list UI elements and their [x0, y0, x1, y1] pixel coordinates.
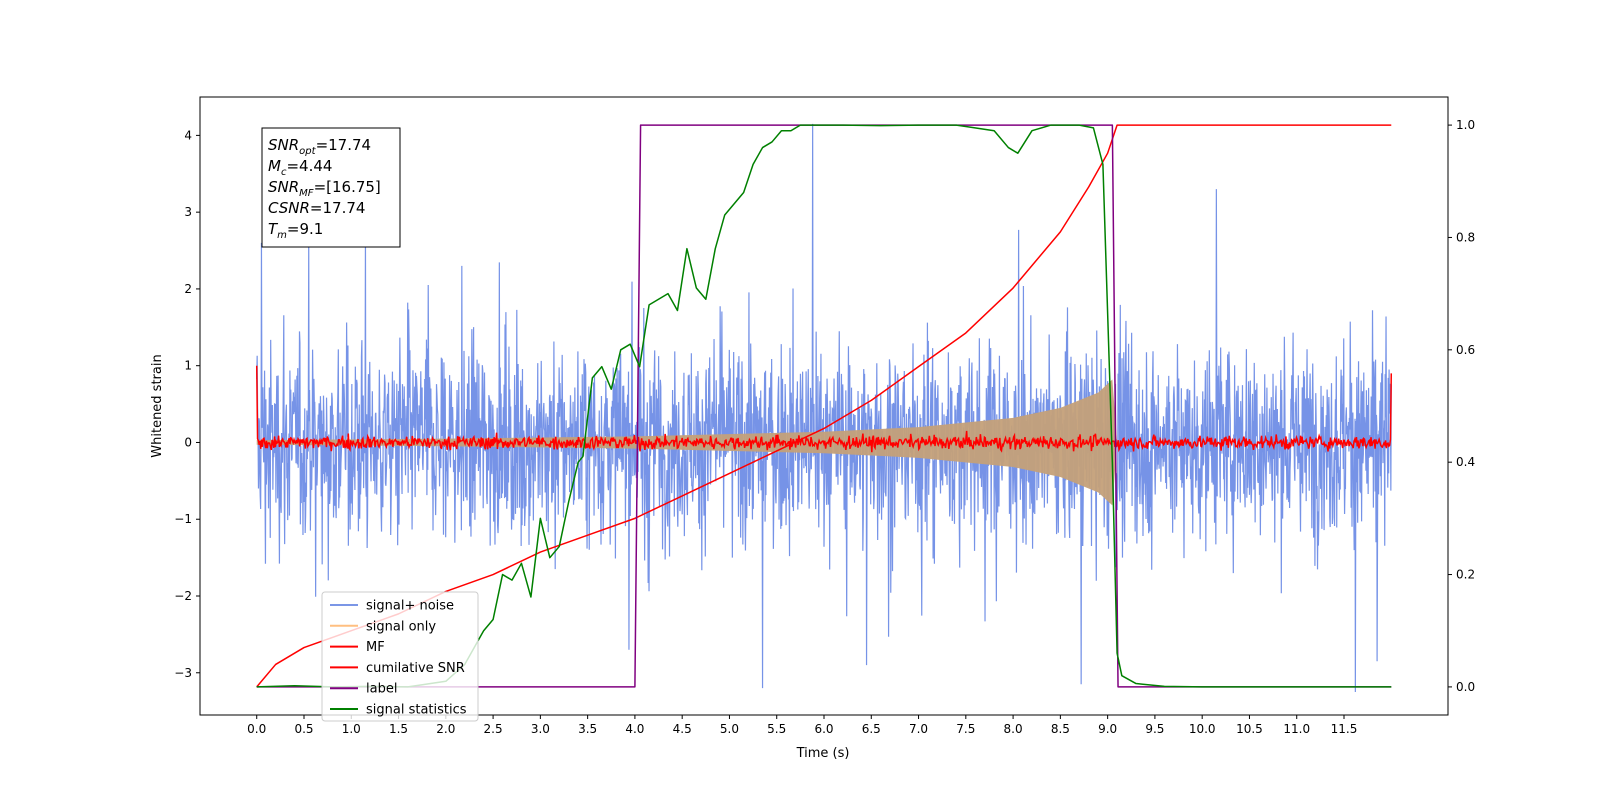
y-right-tick-label: 0.6: [1456, 343, 1475, 357]
x-tick-label: 11.5: [1331, 722, 1358, 736]
legend-label: MF: [366, 640, 385, 655]
x-tick-label: 4.5: [673, 722, 692, 736]
legend-label: label: [366, 682, 397, 697]
x-tick-label: 1.0: [342, 722, 361, 736]
y-right-tick-label: 0.2: [1456, 568, 1475, 582]
x-tick-label: 2.5: [484, 722, 503, 736]
x-tick-label: 8.0: [1004, 722, 1023, 736]
y-left-tick-label: 1: [184, 359, 192, 373]
annotation-csnr: CSNR=17.74: [268, 199, 365, 217]
legend-frame: [321, 591, 479, 722]
x-tick-label: 3.0: [531, 722, 550, 736]
x-tick-label: 6.0: [814, 722, 833, 736]
x-tick-label: 2.0: [436, 722, 455, 736]
x-tick-label: 1.5: [389, 722, 408, 736]
annotation-snr-mf: SNRMF=[16.75]: [268, 178, 381, 199]
y-left-tick-label: 3: [184, 205, 192, 219]
x-tick-label: 4.0: [625, 722, 644, 736]
x-tick-label: 9.0: [1098, 722, 1117, 736]
y-left-tick-label: 0: [184, 435, 192, 449]
series-signal-plus-noise: [256, 123, 1392, 692]
series-signal-statistics: [256, 124, 1392, 688]
y-right-tick-label: 0.4: [1456, 455, 1475, 469]
x-tick-label: 0.0: [247, 722, 266, 736]
annotation-snr-opt: SNRopt=17.74: [268, 136, 371, 157]
x-tick-label: 7.0: [909, 722, 928, 736]
y-axis-label-left: Whitened strain: [150, 354, 165, 457]
x-tick-label: 5.5: [767, 722, 786, 736]
y-left-tick-label: −1: [174, 512, 192, 526]
legend-label: signal statistics: [366, 703, 467, 718]
y-left-tick-label: −2: [174, 589, 192, 603]
legend-label: signal+ noise: [366, 599, 454, 614]
y-left-tick-label: 4: [184, 128, 192, 142]
y-right-tick-label: 1.0: [1456, 118, 1475, 132]
legend-label: cumilative SNR: [366, 661, 465, 676]
annotation-frame: [261, 127, 401, 248]
axis-ticks: 0.0 0.5 1.0 1.5 2.0 2.5 3.0 3.5 4.0 4.5 5.0 5.5 6.0 6…: [174, 118, 1475, 736]
x-tick-label: 10.5: [1236, 722, 1263, 736]
y-left-tick-label: −3: [174, 666, 192, 680]
x-tick-label: 6.5: [862, 722, 881, 736]
y-right-tick-label: 0.0: [1456, 680, 1475, 694]
x-axis-label: Time (s): [796, 746, 850, 761]
series-mf: [255, 365, 1393, 453]
annotation-mc: Mc=4.44: [268, 157, 332, 178]
x-tick-label: 10.0: [1189, 722, 1216, 736]
legend: signal+ noise signal only MF cumilative SNR…: [321, 591, 479, 722]
x-tick-label: 3.5: [578, 722, 597, 736]
y-right-tick-label: 0.8: [1456, 230, 1475, 244]
x-tick-label: 9.5: [1145, 722, 1164, 736]
x-tick-label: 5.0: [720, 722, 739, 736]
y-left-tick-label: 2: [184, 282, 192, 296]
annotation-box: SNRopt=17.74 Mc=4.44 SNRMF=[16.75] CSNR=…: [261, 127, 401, 248]
annotation-tm: Tm=9.1: [268, 220, 323, 241]
legend-label: signal only: [366, 619, 436, 634]
x-tick-label: 7.5: [956, 722, 975, 736]
x-tick-label: 0.5: [294, 722, 313, 736]
x-tick-label: 8.5: [1051, 722, 1070, 736]
x-tick-label: 11.0: [1283, 722, 1310, 736]
